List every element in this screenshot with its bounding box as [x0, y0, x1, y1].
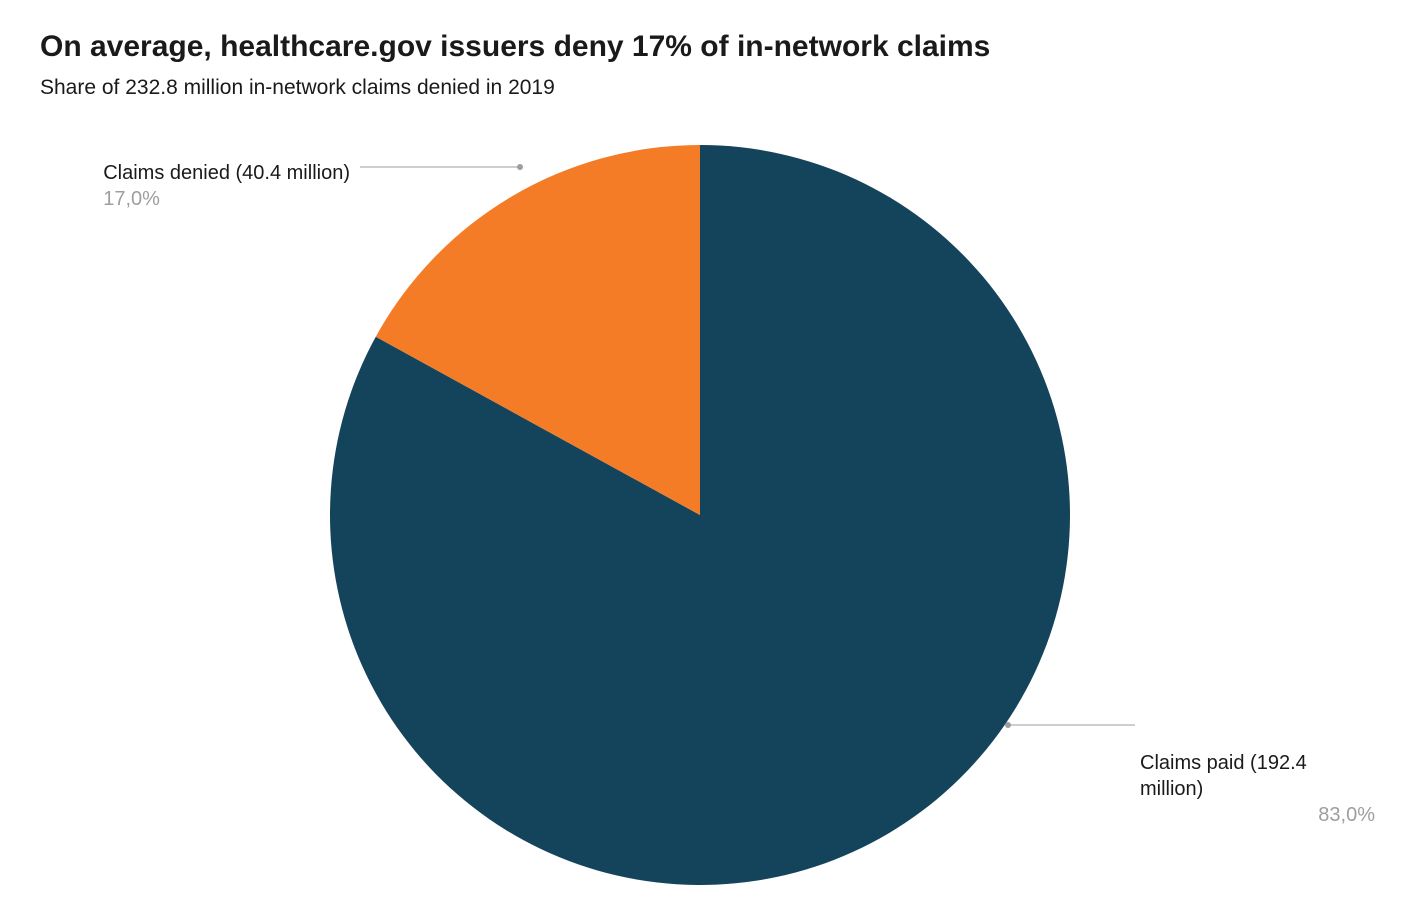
- chart-title: On average, healthcare.gov issuers deny …: [40, 30, 1375, 64]
- chart-container: On average, healthcare.gov issuers deny …: [0, 0, 1415, 913]
- label-claims-paid: Claims paid (192.4 million) 83,0%: [1140, 750, 1375, 828]
- label-claims-denied-text: Claims denied (40.4 million): [103, 160, 350, 186]
- chart-subtitle: Share of 232.8 million in-network claims…: [40, 76, 1375, 100]
- label-claims-denied-value: 17,0%: [103, 186, 350, 212]
- pie-chart: [330, 145, 1070, 885]
- label-claims-denied: Claims denied (40.4 million) 17,0%: [103, 160, 350, 212]
- chart-area: Claims paid (192.4 million) 83,0% Claims…: [40, 120, 1375, 880]
- label-claims-paid-text: Claims paid (192.4 million): [1140, 750, 1375, 802]
- label-claims-paid-value: 83,0%: [1140, 802, 1375, 828]
